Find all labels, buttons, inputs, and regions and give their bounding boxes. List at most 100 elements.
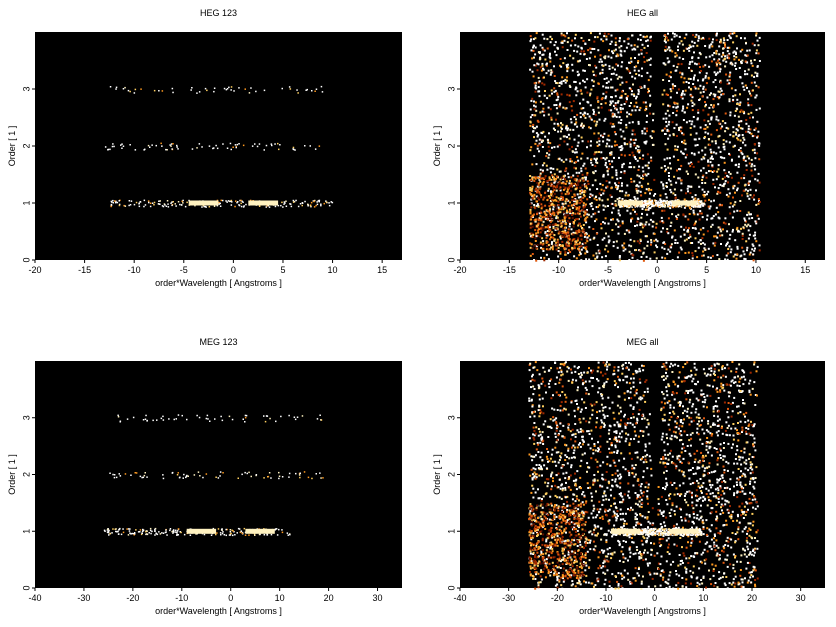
point [605,186,608,189]
point [704,248,707,251]
point [600,103,603,105]
point [672,84,675,87]
y-tick-label: 0 [21,257,31,262]
point [698,99,701,101]
point [537,229,539,232]
point [586,542,589,544]
point [231,201,233,203]
point [140,88,142,90]
point [620,184,623,187]
point [676,204,678,207]
point [627,470,630,472]
point [733,203,736,206]
point [704,146,707,149]
point [615,171,618,174]
point [645,108,648,110]
point [719,127,722,130]
point [547,244,550,247]
point [596,244,599,246]
point [544,204,547,207]
point [153,201,156,204]
point [579,428,582,431]
point [601,71,604,74]
point [541,243,544,246]
point [548,149,551,152]
point [586,240,589,243]
point [664,112,667,115]
point [715,61,718,64]
point [694,220,697,223]
point [704,562,707,565]
point [551,198,554,201]
point [687,227,690,230]
point [552,167,555,170]
point [726,536,729,539]
point [571,39,574,42]
point [161,90,164,92]
point [734,253,737,256]
point [541,33,544,36]
point [560,369,563,372]
point [583,235,586,238]
point [583,191,585,194]
point [620,135,623,138]
point [752,444,755,447]
point [690,99,693,102]
point [653,232,656,235]
point [213,147,215,149]
point [708,472,711,474]
point [626,95,629,98]
point [293,200,296,203]
point [557,240,560,243]
point [708,46,711,49]
point [620,94,623,97]
point [688,47,690,50]
point [683,139,686,142]
point [608,451,611,454]
point [677,45,679,48]
point [154,528,156,531]
point [318,200,320,203]
point [637,169,640,171]
point [662,187,665,190]
point [639,205,642,207]
point [306,88,308,91]
point [631,121,634,124]
point [614,480,617,483]
point [548,195,550,198]
point [116,530,119,533]
point [690,70,693,72]
point [718,134,721,137]
point [531,216,534,218]
point [682,214,685,217]
point [604,205,607,208]
point [293,416,296,418]
point [544,90,546,92]
point [561,205,564,208]
point [572,221,575,224]
point [548,230,551,233]
point [722,93,725,95]
point [572,238,575,241]
point [682,133,685,136]
point [582,98,585,101]
point [572,183,575,185]
point [578,222,581,225]
point [755,34,758,37]
point [683,198,686,201]
point [618,440,621,443]
point [165,531,167,533]
point [753,194,755,197]
point [615,115,618,118]
point [532,49,535,52]
point [555,217,558,220]
x-tick-label: 30 [373,593,383,603]
point [276,534,279,536]
point [685,398,688,401]
point [537,555,540,558]
point [688,86,690,89]
point [732,187,735,190]
point [587,443,590,446]
point [722,221,725,224]
point [647,204,649,207]
